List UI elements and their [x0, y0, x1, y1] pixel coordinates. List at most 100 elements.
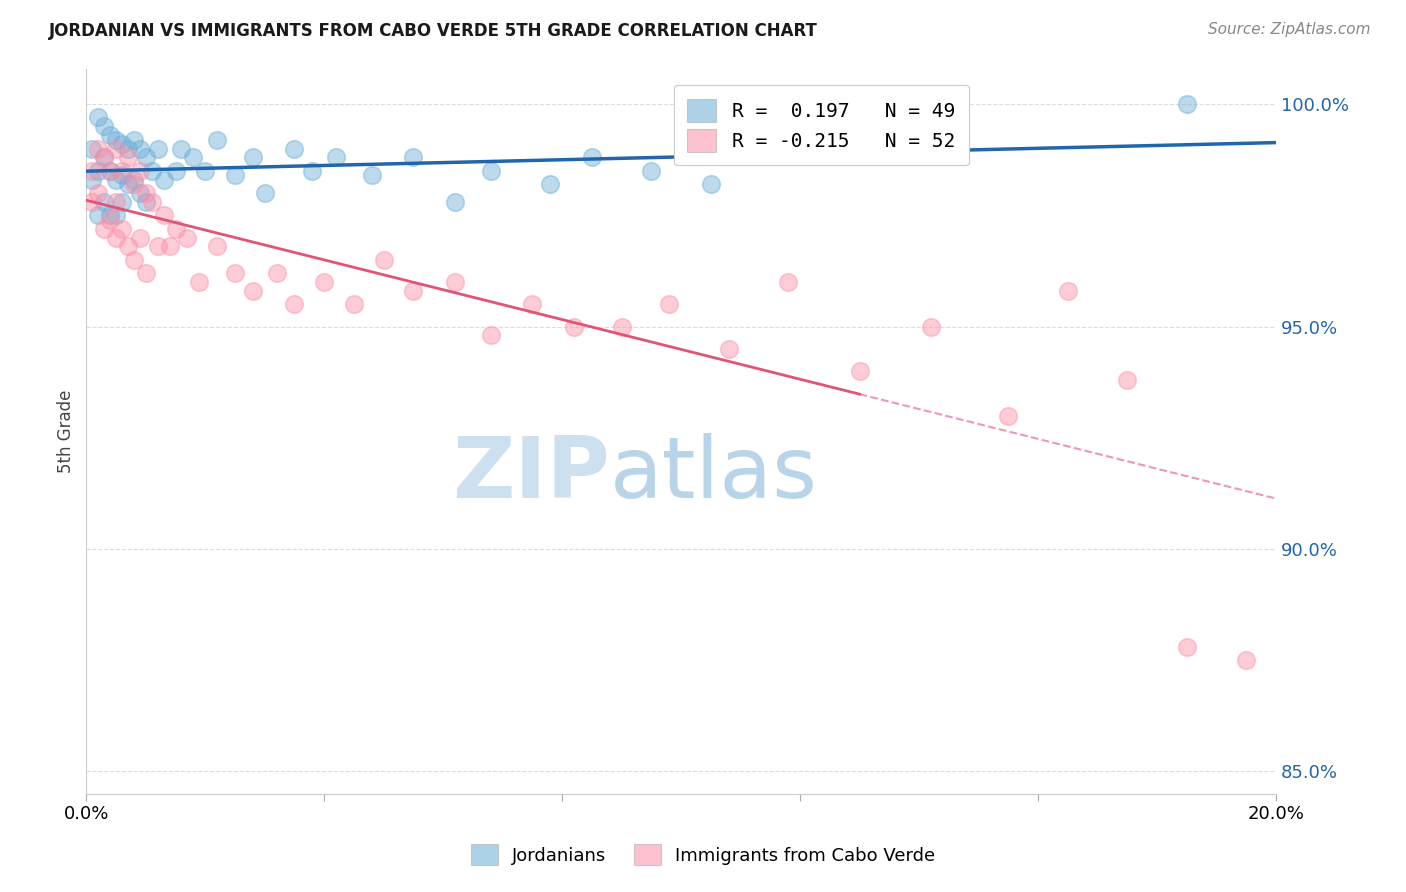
Point — [170, 142, 193, 156]
Point — [343, 297, 366, 311]
Point — [1234, 653, 1257, 667]
Point — [141, 164, 163, 178]
Point — [87, 208, 110, 222]
Point — [98, 164, 121, 178]
Point — [1175, 97, 1198, 112]
Point — [98, 164, 121, 178]
Point — [444, 275, 467, 289]
Point — [176, 230, 198, 244]
Point — [82, 164, 104, 178]
Point — [87, 186, 110, 200]
Point — [128, 186, 150, 200]
Point — [105, 133, 128, 147]
Point — [98, 208, 121, 222]
Point — [479, 164, 502, 178]
Point — [111, 169, 134, 183]
Point — [920, 319, 942, 334]
Point — [122, 133, 145, 147]
Point — [87, 142, 110, 156]
Point — [87, 111, 110, 125]
Point — [159, 239, 181, 253]
Point — [1116, 373, 1139, 387]
Point — [105, 142, 128, 156]
Point — [165, 164, 187, 178]
Point — [479, 328, 502, 343]
Point — [224, 266, 246, 280]
Point — [98, 212, 121, 227]
Point — [93, 151, 115, 165]
Text: atlas: atlas — [610, 434, 818, 516]
Point — [301, 164, 323, 178]
Point — [325, 151, 347, 165]
Point — [82, 173, 104, 187]
Point — [183, 151, 205, 165]
Point — [152, 173, 174, 187]
Point — [1175, 640, 1198, 654]
Point — [128, 230, 150, 244]
Point — [122, 173, 145, 187]
Point — [360, 169, 382, 183]
Point — [1056, 284, 1078, 298]
Legend: Jordanians, Immigrants from Cabo Verde: Jordanians, Immigrants from Cabo Verde — [461, 835, 945, 874]
Point — [146, 142, 169, 156]
Point — [105, 194, 128, 209]
Point — [581, 151, 603, 165]
Text: ZIP: ZIP — [451, 434, 610, 516]
Point — [98, 128, 121, 143]
Point — [314, 275, 336, 289]
Point — [562, 319, 585, 334]
Point — [253, 186, 276, 200]
Point — [82, 194, 104, 209]
Point — [194, 164, 217, 178]
Point — [152, 208, 174, 222]
Point — [135, 194, 157, 209]
Point — [224, 169, 246, 183]
Point — [640, 164, 662, 178]
Y-axis label: 5th Grade: 5th Grade — [58, 390, 75, 473]
Point — [789, 142, 811, 156]
Text: JORDANIAN VS IMMIGRANTS FROM CABO VERDE 5TH GRADE CORRELATION CHART: JORDANIAN VS IMMIGRANTS FROM CABO VERDE … — [49, 22, 818, 40]
Point — [93, 221, 115, 235]
Point — [128, 164, 150, 178]
Point — [135, 266, 157, 280]
Text: Source: ZipAtlas.com: Source: ZipAtlas.com — [1208, 22, 1371, 37]
Point — [117, 142, 139, 156]
Point — [188, 275, 211, 289]
Point — [135, 186, 157, 200]
Point — [93, 151, 115, 165]
Point — [700, 177, 723, 191]
Point — [87, 164, 110, 178]
Point — [373, 252, 395, 267]
Point — [538, 177, 561, 191]
Point — [205, 133, 228, 147]
Point — [82, 142, 104, 156]
Point — [658, 297, 681, 311]
Point — [146, 239, 169, 253]
Point — [402, 284, 425, 298]
Point — [122, 177, 145, 191]
Legend: R =  0.197   N = 49, R = -0.215   N = 52: R = 0.197 N = 49, R = -0.215 N = 52 — [673, 86, 969, 165]
Point — [522, 297, 544, 311]
Point — [111, 221, 134, 235]
Point — [778, 275, 800, 289]
Point — [122, 252, 145, 267]
Point — [444, 194, 467, 209]
Point — [93, 194, 115, 209]
Point — [117, 239, 139, 253]
Point — [610, 319, 633, 334]
Point — [105, 230, 128, 244]
Point — [242, 284, 264, 298]
Point — [135, 151, 157, 165]
Point — [93, 120, 115, 134]
Point — [402, 151, 425, 165]
Point — [717, 342, 740, 356]
Point — [283, 297, 305, 311]
Point — [242, 151, 264, 165]
Point — [117, 151, 139, 165]
Point — [111, 164, 134, 178]
Point — [105, 173, 128, 187]
Point — [848, 364, 870, 378]
Point — [283, 142, 305, 156]
Point — [117, 177, 139, 191]
Point — [997, 409, 1019, 423]
